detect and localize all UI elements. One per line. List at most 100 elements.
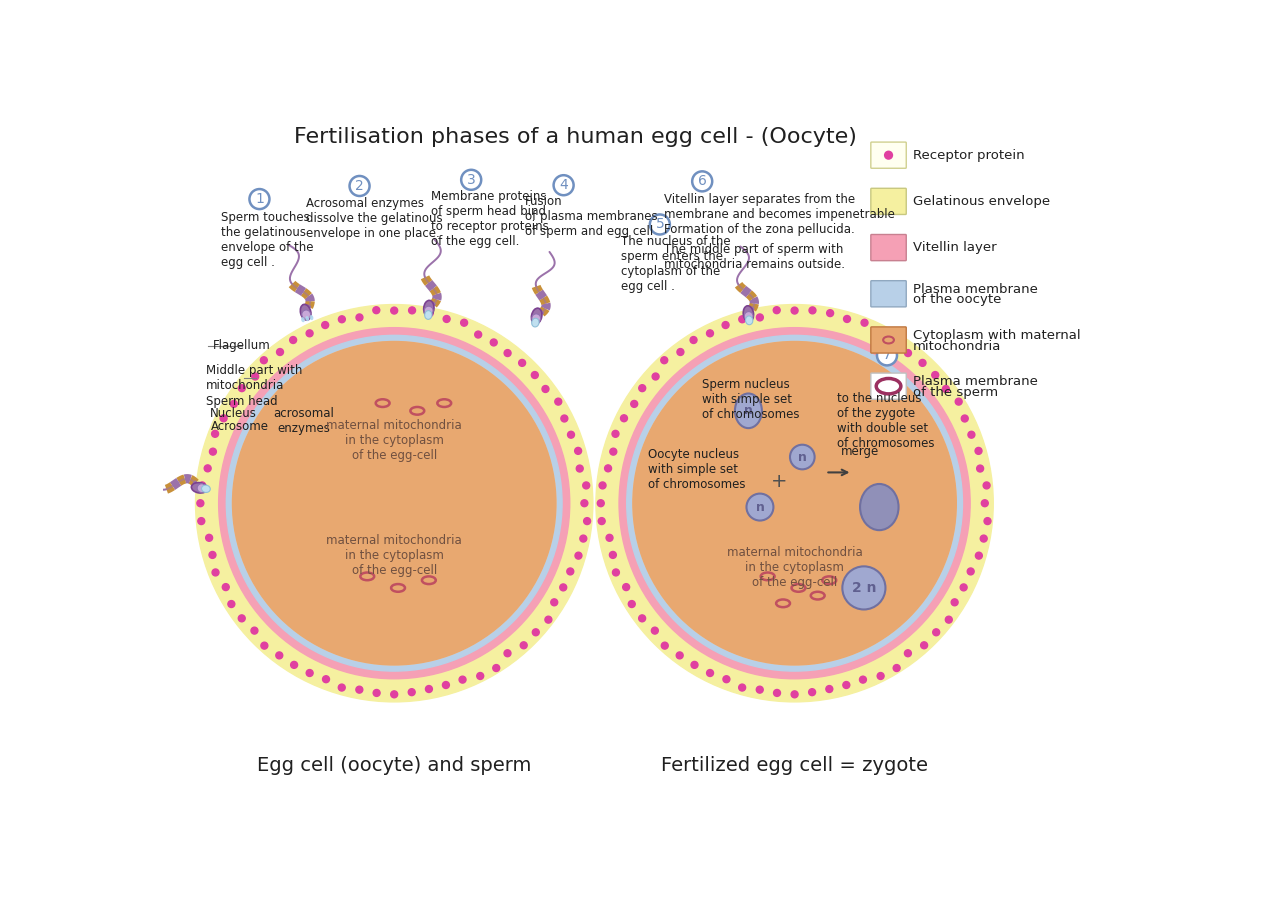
Circle shape <box>652 373 659 380</box>
Circle shape <box>211 430 219 437</box>
Circle shape <box>302 310 311 319</box>
Circle shape <box>250 189 270 209</box>
Circle shape <box>561 415 568 422</box>
Circle shape <box>933 629 940 635</box>
Text: Nucleus: Nucleus <box>210 407 256 420</box>
Circle shape <box>349 176 370 196</box>
Circle shape <box>531 371 539 379</box>
Text: maternal mitochondria
in the cytoplasm
of the egg-cell: maternal mitochondria in the cytoplasm o… <box>326 534 462 577</box>
Circle shape <box>321 321 329 329</box>
Circle shape <box>652 627 658 634</box>
Text: acrosomal
enzymes: acrosomal enzymes <box>273 407 334 435</box>
Circle shape <box>559 584 567 591</box>
Circle shape <box>575 448 581 454</box>
Text: 7: 7 <box>883 348 891 362</box>
Circle shape <box>198 518 205 525</box>
Text: +: + <box>771 472 787 491</box>
Circle shape <box>739 684 746 691</box>
Text: Plasma membrane: Plasma membrane <box>913 375 1038 388</box>
Circle shape <box>233 342 556 665</box>
Circle shape <box>877 672 884 680</box>
Circle shape <box>960 584 968 591</box>
Circle shape <box>861 320 868 326</box>
Circle shape <box>984 518 991 525</box>
Ellipse shape <box>424 300 434 317</box>
Circle shape <box>390 307 398 314</box>
Text: Membrane proteins
of sperm head bind
to receptor proteins
of the egg cell.: Membrane proteins of sperm head bind to … <box>431 190 549 248</box>
Circle shape <box>598 518 605 525</box>
Circle shape <box>722 321 730 329</box>
Text: of the sperm: of the sperm <box>913 386 998 399</box>
Circle shape <box>905 350 911 356</box>
Circle shape <box>809 307 815 314</box>
Circle shape <box>461 169 481 190</box>
Text: of the oocyte: of the oocyte <box>913 294 1001 307</box>
Circle shape <box>631 401 637 407</box>
Text: 1: 1 <box>255 192 264 206</box>
Circle shape <box>206 534 212 542</box>
Text: Cytoplasm with maternal: Cytoplasm with maternal <box>913 329 1080 342</box>
Circle shape <box>219 328 570 679</box>
Circle shape <box>567 568 573 575</box>
Circle shape <box>198 482 206 489</box>
Circle shape <box>584 518 590 525</box>
Ellipse shape <box>790 445 814 470</box>
Text: Acrosomal enzymes
dissolve the gelatinous
envelope in one place.: Acrosomal enzymes dissolve the gelatinou… <box>306 197 443 239</box>
Text: Vitellin layer: Vitellin layer <box>913 241 997 254</box>
Circle shape <box>490 339 497 346</box>
Text: Receptor protein: Receptor protein <box>913 148 1025 162</box>
Text: Flagellum: Flagellum <box>214 339 271 352</box>
Circle shape <box>532 629 539 635</box>
Circle shape <box>951 599 959 606</box>
Text: Sperm nucleus
with simple set
of chromosomes: Sperm nucleus with simple set of chromos… <box>703 379 800 422</box>
Circle shape <box>233 342 556 665</box>
Circle shape <box>212 569 219 576</box>
Circle shape <box>884 150 893 160</box>
Circle shape <box>639 615 645 622</box>
Circle shape <box>426 309 433 317</box>
Text: Vitellin layer separates from the
membrane and becomes impenetrable
Formation of: Vitellin layer separates from the membra… <box>664 192 895 236</box>
Ellipse shape <box>531 318 539 327</box>
Circle shape <box>955 398 963 405</box>
Text: Sperm touches
the gelatinous
envelope of the
egg cell .: Sperm touches the gelatinous envelope of… <box>221 211 314 269</box>
Circle shape <box>252 373 259 380</box>
Circle shape <box>612 569 620 576</box>
Circle shape <box>628 600 635 608</box>
Circle shape <box>632 342 956 665</box>
Circle shape <box>982 500 988 507</box>
Circle shape <box>980 535 987 542</box>
Circle shape <box>291 661 297 669</box>
Ellipse shape <box>860 484 899 530</box>
Circle shape <box>756 686 763 694</box>
Circle shape <box>650 215 669 235</box>
Text: Sperm head: Sperm head <box>206 395 278 408</box>
Text: 5: 5 <box>655 217 664 231</box>
Circle shape <box>338 316 346 322</box>
Ellipse shape <box>745 316 753 325</box>
Circle shape <box>707 670 713 677</box>
Text: Plasma membrane: Plasma membrane <box>913 283 1038 296</box>
Circle shape <box>260 356 268 364</box>
Ellipse shape <box>746 494 773 520</box>
Circle shape <box>275 652 283 659</box>
Circle shape <box>891 339 897 346</box>
Text: Egg cell (oocyte) and sperm: Egg cell (oocyte) and sperm <box>257 755 531 775</box>
Circle shape <box>553 175 573 195</box>
Circle shape <box>575 553 582 559</box>
Circle shape <box>756 314 763 321</box>
Text: n: n <box>755 501 764 514</box>
Circle shape <box>545 616 552 624</box>
Text: n: n <box>797 450 806 463</box>
Circle shape <box>968 431 975 438</box>
Circle shape <box>374 690 380 696</box>
Circle shape <box>596 305 993 702</box>
Ellipse shape <box>306 316 310 321</box>
Circle shape <box>723 676 730 682</box>
Text: Fertilized egg cell = zygote: Fertilized egg cell = zygote <box>660 755 928 775</box>
Circle shape <box>210 449 216 455</box>
Ellipse shape <box>201 485 210 493</box>
Circle shape <box>554 398 562 405</box>
Circle shape <box>773 307 781 314</box>
Circle shape <box>541 386 549 392</box>
FancyBboxPatch shape <box>870 142 906 169</box>
